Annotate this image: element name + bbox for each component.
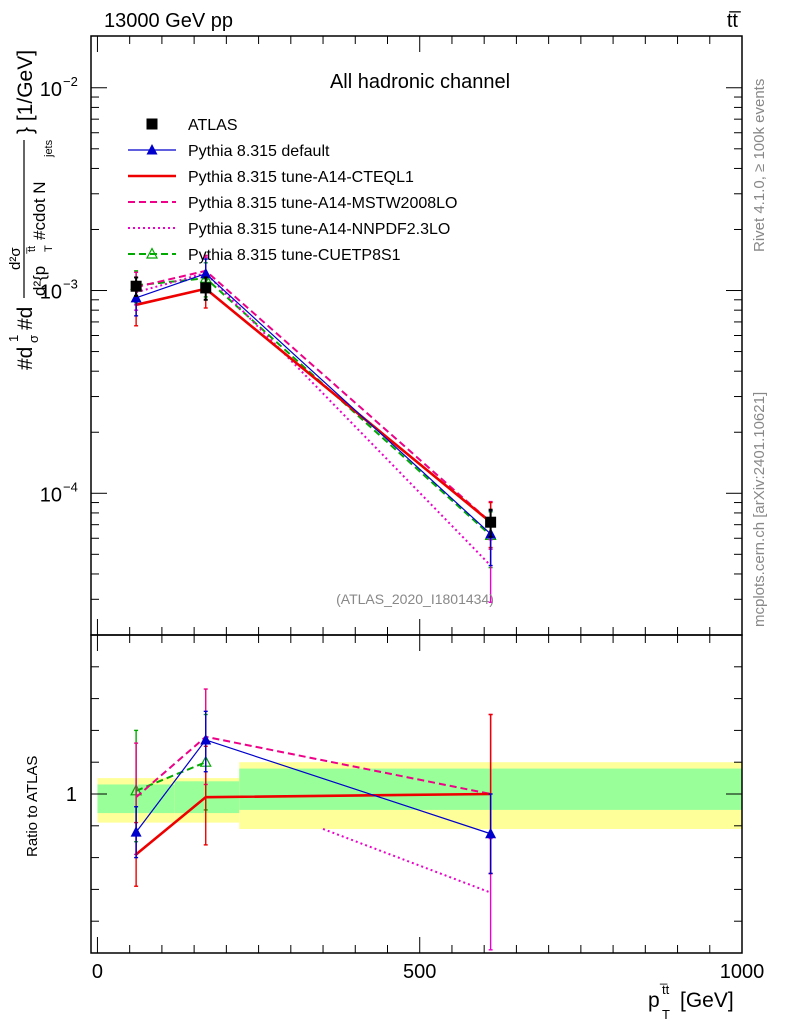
ratio-panel: 1 0 500 1000 Ratio to ATLAS p T t̅t [GeV] — [24, 634, 764, 1022]
ratio-x-tick-labels: 0 500 1000 — [92, 961, 764, 983]
series-5 — [130, 262, 497, 569]
legend-item-1: Pythia 8.315 default — [128, 143, 330, 160]
x-tick-label: 500 — [403, 961, 436, 983]
ylabel-part-a-sub: σ — [26, 335, 41, 343]
y-tick-label-exponent: −4 — [63, 479, 78, 494]
rivet-note: Rivet 4.1.0, ≥ 100k events — [751, 79, 768, 252]
ylabel-part-b: #d — [14, 307, 37, 330]
data-point — [130, 291, 142, 303]
series-line — [136, 277, 492, 537]
legend-item-3: Pythia 8.315 tune-A14-MSTW2008LO — [128, 195, 457, 212]
ratio-y-tick-label: 1 — [66, 784, 77, 806]
legend-item-5: Pythia 8.315 tune-CUETP8S1 — [128, 247, 401, 264]
y-tick-label: 10 — [40, 484, 62, 506]
ylabel-frac-num: d²σ — [7, 247, 24, 270]
series-line — [135, 287, 492, 524]
ylabel-den-tail: #cdot N — [30, 181, 49, 240]
series-0 — [130, 276, 497, 538]
legend-label: Pythia 8.315 tune-A14-NNPDF2.3LO — [188, 221, 450, 238]
series-1 — [130, 258, 497, 567]
legend: ATLAS Pythia 8.315 default Pythia 8.315 tu… — [128, 117, 457, 264]
legend-label: Pythia 8.315 tune-CUETP8S1 — [188, 247, 401, 264]
main-panel: 10−210−310−4 All hadronic channel (ATLAS… — [6, 35, 743, 636]
legend-marker — [146, 144, 158, 155]
x-axis-label: p T t̅t [GeV] — [648, 982, 734, 1022]
y-tick-label: 10 — [40, 79, 62, 101]
header-right: tt̅ — [727, 10, 741, 32]
main-y-axis-label: #d 1 σ #d d²σ d²{p T t̅t #cdot N jets } … — [6, 50, 55, 370]
main-y-tick-labels: 10−210−310−4 — [40, 74, 78, 507]
main-series-layer — [130, 254, 497, 603]
legend-marker — [146, 118, 158, 130]
xlabel-main: p — [648, 989, 660, 1012]
header-left: 13000 GeV pp — [104, 10, 233, 32]
xlabel-sup: t̅t — [660, 982, 670, 997]
series-2 — [134, 272, 493, 549]
ratio-ticks — [91, 634, 743, 954]
ratio-line — [322, 828, 491, 894]
ylabel-den-sub: T — [43, 245, 55, 252]
data-point — [485, 516, 497, 528]
y-tick-label-exponent: −2 — [63, 74, 78, 89]
series-line — [135, 269, 492, 523]
ratio-y-axis-label: Ratio to ATLAS — [24, 756, 41, 857]
mcplots-note: mcplots.cern.ch [arXiv:2401.10621] — [751, 392, 768, 627]
legend-item-2: Pythia 8.315 tune-A14-CTEQL1 — [128, 169, 414, 186]
analysis-watermark: (ATLAS_2020_I1801434) — [336, 591, 494, 607]
series-line — [135, 273, 492, 535]
ratio-point — [130, 826, 142, 837]
legend-label: Pythia 8.315 tune-A14-CTEQL1 — [188, 169, 414, 186]
data-point — [200, 282, 212, 294]
ylabel-part-a: #d — [14, 347, 37, 370]
chart-title: All hadronic channel — [330, 71, 510, 93]
x-tick-label: 0 — [92, 961, 103, 983]
legend-marker — [146, 247, 158, 259]
ratio-series-layer — [130, 688, 497, 951]
ratio-y-tick-labels: 1 — [66, 784, 77, 806]
ylabel-den-tail-sub: jets — [43, 139, 55, 158]
ylabel-suffix: } [1/GeV] — [14, 50, 37, 134]
ylabel-den-sup: t̅t — [26, 246, 38, 255]
legend-label: ATLAS — [188, 117, 238, 134]
y-tick-label-exponent: −3 — [63, 277, 78, 292]
series-3 — [134, 254, 493, 550]
ratio-point — [200, 733, 212, 745]
ylabel-part-a-sup: 1 — [6, 335, 21, 342]
xlabel-sub: T — [662, 1007, 670, 1022]
legend-label: Pythia 8.315 tune-A14-MSTW2008LO — [188, 195, 457, 212]
legend-label: Pythia 8.315 default — [188, 143, 330, 160]
y-tick-label: 10 — [40, 282, 62, 304]
legend-item-4: Pythia 8.315 tune-A14-NNPDF2.3LO — [128, 221, 450, 238]
series-line — [135, 271, 492, 567]
ratio-series-0 — [130, 710, 497, 875]
ratio-point — [485, 827, 497, 839]
data-point — [130, 280, 142, 292]
x-tick-label: 1000 — [720, 961, 765, 983]
legend-item-0: ATLAS — [146, 117, 238, 134]
xlabel-tail: [GeV] — [680, 989, 734, 1012]
main-ticks — [91, 36, 743, 636]
data-point — [200, 267, 212, 279]
ratio-series-3 — [322, 828, 493, 951]
series-4 — [134, 256, 493, 603]
ylabel-frac-den: d²{p — [30, 266, 49, 296]
